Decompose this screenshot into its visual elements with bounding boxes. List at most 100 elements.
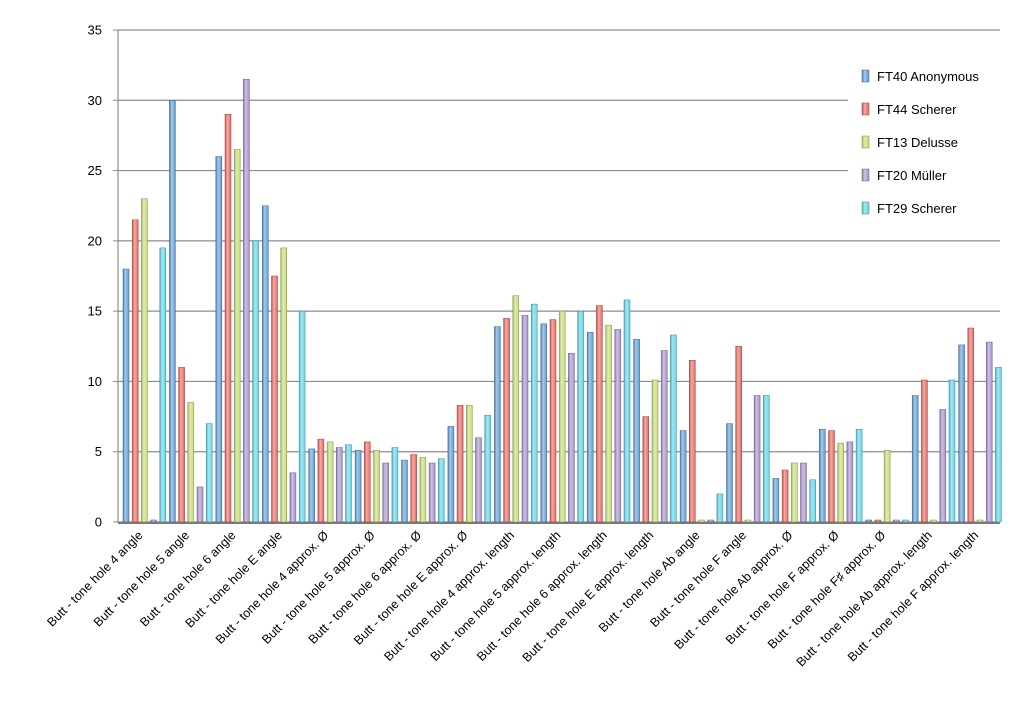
bar [215,156,223,523]
bar [122,268,130,523]
bar [577,310,584,523]
legend-swatch [861,135,870,149]
bar [716,493,724,523]
bar [670,334,677,523]
bar [744,519,752,523]
y-tick-label: 25 [88,163,102,178]
bar [252,240,259,523]
bar [150,519,157,523]
bar [698,519,705,523]
bar [995,367,1002,523]
bar [651,379,659,523]
bar [707,519,714,523]
bar [660,350,668,523]
y-tick-label: 35 [88,23,102,38]
bar [614,329,622,523]
bar [419,457,427,523]
bar [438,458,445,523]
bar [893,519,900,523]
bar [549,319,557,523]
bar [985,341,993,523]
bar [262,205,269,523]
bar [401,459,408,523]
bar [280,247,287,523]
bar [317,438,325,523]
bar [568,353,575,523]
legend: FT40 Anonymous FT44 Scherer FT13 Delusse FT… [848,56,1004,226]
bar [243,78,250,523]
bar [530,303,538,523]
bar [159,247,167,523]
bar [883,450,891,523]
bar [354,450,362,523]
y-tick-label: 0 [95,515,102,530]
bar [846,441,854,523]
legend-swatch [861,201,870,215]
legend-swatch [861,168,870,182]
bar [169,100,176,523]
bar [308,448,315,523]
bar [233,149,241,523]
bar [503,317,510,523]
bar [623,299,631,523]
bar [271,275,278,523]
bar [865,519,872,523]
bar [958,344,965,523]
legend-background [848,56,1004,226]
bar [837,443,844,523]
bar [336,447,343,523]
bar [187,402,195,523]
bar [475,437,482,523]
bar [521,315,529,523]
bar [753,395,761,523]
legend-swatch [861,69,870,83]
bar [800,462,807,523]
bar [763,395,770,523]
bar [391,447,399,523]
bar [874,519,882,523]
bar [298,310,306,523]
bar [967,327,975,523]
bar [911,395,919,523]
bar [809,479,816,523]
bar [939,409,947,523]
bar [819,428,826,523]
bar [447,426,455,523]
bar [772,478,780,523]
bar [428,462,436,523]
bar [289,472,297,523]
bar [382,462,389,523]
bar [540,323,548,523]
bar [605,324,612,523]
y-tick-label: 10 [88,374,102,389]
legend-label: FT20 Müller [877,168,947,183]
bar [178,367,185,523]
bar [781,469,789,523]
bar [586,331,594,523]
bar [828,430,835,523]
bar [456,405,464,523]
bar [373,450,380,523]
axis-layer: 0 5 10 15 20 25 30 35 [88,23,1000,530]
bar [410,454,417,523]
bar [596,305,603,523]
bar-layer [122,78,1002,523]
bar [131,219,139,523]
bar [512,295,520,523]
bar [679,430,687,523]
bar [689,360,696,523]
bar [224,114,232,523]
legend-swatch [861,102,870,116]
y-tick-label: 30 [88,93,102,108]
bar [558,310,566,523]
bar [642,416,650,523]
bar [948,379,956,523]
legend-label: FT29 Scherer [877,201,957,216]
bar [791,462,798,523]
bar [855,428,863,523]
y-tick-label: 20 [88,233,102,248]
bar [205,423,213,523]
bar [345,444,352,523]
